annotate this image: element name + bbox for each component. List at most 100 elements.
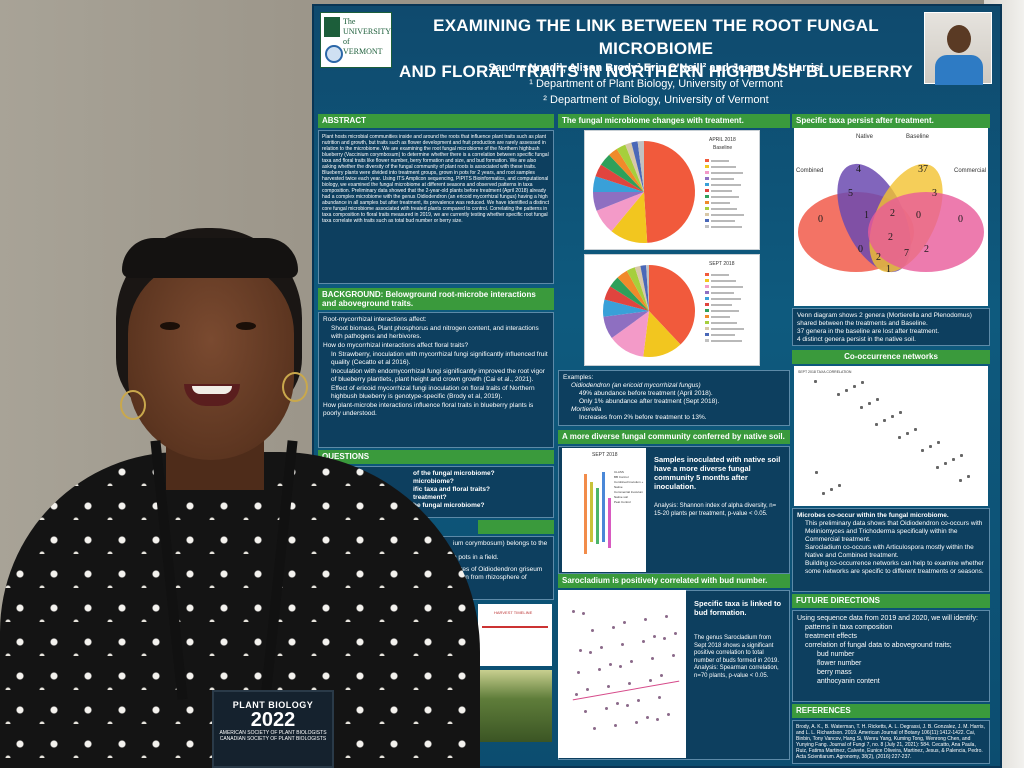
poster-authors: Sandra Nnadi¹, Alison Brody² Erin O'Neil… (488, 62, 824, 74)
scatter-point (614, 724, 617, 727)
scatter-point (660, 674, 663, 677)
scatter-point (656, 718, 659, 721)
box-bb-control (584, 474, 587, 554)
venn-num: 1 (886, 264, 891, 275)
affiliation-1: ¹ Department of Plant Biology, Universit… (529, 78, 783, 90)
diversity-analysis: Analysis: Shannon index of alpha diversi… (654, 503, 777, 517)
box-commercial (596, 488, 599, 544)
legend-entry (711, 304, 732, 306)
legend-swatch (705, 207, 709, 210)
abstract-text: Plant hosts microbial communities inside… (318, 130, 554, 284)
question-item: ific taxa and floral traits? (413, 486, 490, 493)
venn-num: 0 (958, 214, 963, 225)
harvest-title: HARVEST TIMELINE (494, 610, 533, 615)
background-item: Root-mycorrhizal interactions affect: (323, 316, 427, 323)
legend-entry (711, 292, 734, 294)
scatter-point (626, 704, 629, 707)
legend-entry (711, 184, 741, 186)
network-node (937, 441, 940, 444)
legend-entry (711, 316, 730, 318)
venn-notes: Venn diagram shows 2 genera (Mortierella… (792, 308, 990, 346)
questions-panel: of the fungal microbiome? microbiome? if… (318, 466, 554, 518)
network-node (838, 484, 841, 487)
trend-line (572, 680, 680, 701)
venn-label-baseline: Baseline (906, 134, 930, 140)
legend-entry (711, 178, 734, 180)
poster-title: EXAMINING THE LINK BETWEEN THE ROOT FUNG… (396, 14, 916, 83)
legend-commercial: Commercial Inoculum (614, 490, 644, 494)
cooccurrence-network: SEPT 2018 TAXA CORRELATION (794, 366, 988, 506)
timeline-line (482, 626, 548, 628)
legend-entry (711, 298, 741, 300)
sarocladium-scatter (558, 590, 686, 758)
harvest-timeline: HARVEST TIMELINE (478, 604, 552, 666)
questions-heading: QUESTIONS (318, 450, 554, 464)
seal-icon (325, 45, 343, 63)
scatter-point (674, 632, 677, 635)
pie-slice (637, 141, 644, 192)
pie-chart-april: APRIL 2018 Baseline (584, 130, 760, 250)
legend-entry (711, 172, 743, 174)
pie-slice (611, 192, 648, 243)
scatter-point (658, 696, 661, 699)
pie-svg-sept (603, 265, 695, 357)
scatter-point (579, 649, 582, 652)
box-combined (590, 482, 593, 542)
pie-slice (593, 192, 644, 211)
future-item: berry mass (817, 669, 852, 676)
pie-slice (631, 141, 644, 192)
network-node (861, 381, 864, 384)
future-item: bud number (817, 651, 855, 658)
network-node (814, 380, 817, 383)
field-photo (478, 670, 552, 742)
legend-entry (711, 226, 742, 228)
legend-swatch (705, 165, 709, 168)
legend-swatch (705, 309, 709, 312)
microbes-note: This preliminary data shows that Oidiode… (805, 520, 983, 543)
venn-diagram: Native Baseline Combined Commercial 4 37… (794, 128, 988, 306)
scatter-point (649, 679, 652, 682)
network-node (883, 419, 886, 422)
pie2-title: SEPT 2018 (709, 261, 735, 267)
pie-slice (610, 277, 649, 311)
research-poster: The UNIVERSITY of VERMONT EXAMINING THE … (312, 4, 1002, 768)
example-item: Only 1% abundance after treatment (Sept … (579, 398, 720, 405)
legend-entry (711, 334, 735, 336)
cooccurrence-heading: Co-occurrence networks (792, 350, 990, 364)
examples-panel: Examples: Oidiodendron (an ericoid mycor… (558, 370, 790, 426)
venn-num: 1 (864, 210, 869, 221)
venn-num: 37 (918, 164, 928, 175)
scatter-point (605, 707, 608, 710)
legend-entry (711, 214, 744, 216)
legend-swatch (705, 339, 709, 342)
example-item: Increases from 2% before treatment to 13… (579, 414, 707, 421)
network-node (875, 423, 878, 426)
network-node (830, 488, 833, 491)
legend-swatch (705, 219, 709, 222)
scatter-point (609, 663, 612, 666)
scatter-point (584, 710, 587, 713)
venn-num: 4 (856, 164, 861, 175)
network-node (944, 462, 947, 465)
network-node (929, 445, 932, 448)
network-node (899, 411, 902, 414)
venn-label-native: Native (856, 134, 874, 140)
venn-label-combined: Combined (796, 168, 824, 174)
future-heading: FUTURE DIRECTIONS (792, 594, 990, 608)
title-line-1: EXAMINING THE LINK BETWEEN THE ROOT FUNG… (433, 16, 879, 58)
scatter-point (600, 646, 603, 649)
pie-slice (603, 299, 649, 317)
background-panel: Root-mycorrhizal interactions affect: Sh… (318, 312, 554, 448)
scatter-point (663, 637, 666, 640)
legend-bb: BB Control (614, 475, 629, 479)
diversity-heading: A more diverse fungal community conferre… (558, 430, 790, 444)
microbes-note: Building co-occurrence networks can help… (805, 560, 984, 575)
legend-entry (711, 220, 735, 222)
pie-slice (595, 164, 644, 192)
network-node (952, 458, 955, 461)
scatter-point (644, 618, 647, 621)
network-node (936, 466, 939, 469)
pie-slice (617, 270, 649, 311)
scatter-point (651, 657, 654, 660)
legend-swatch (705, 297, 709, 300)
